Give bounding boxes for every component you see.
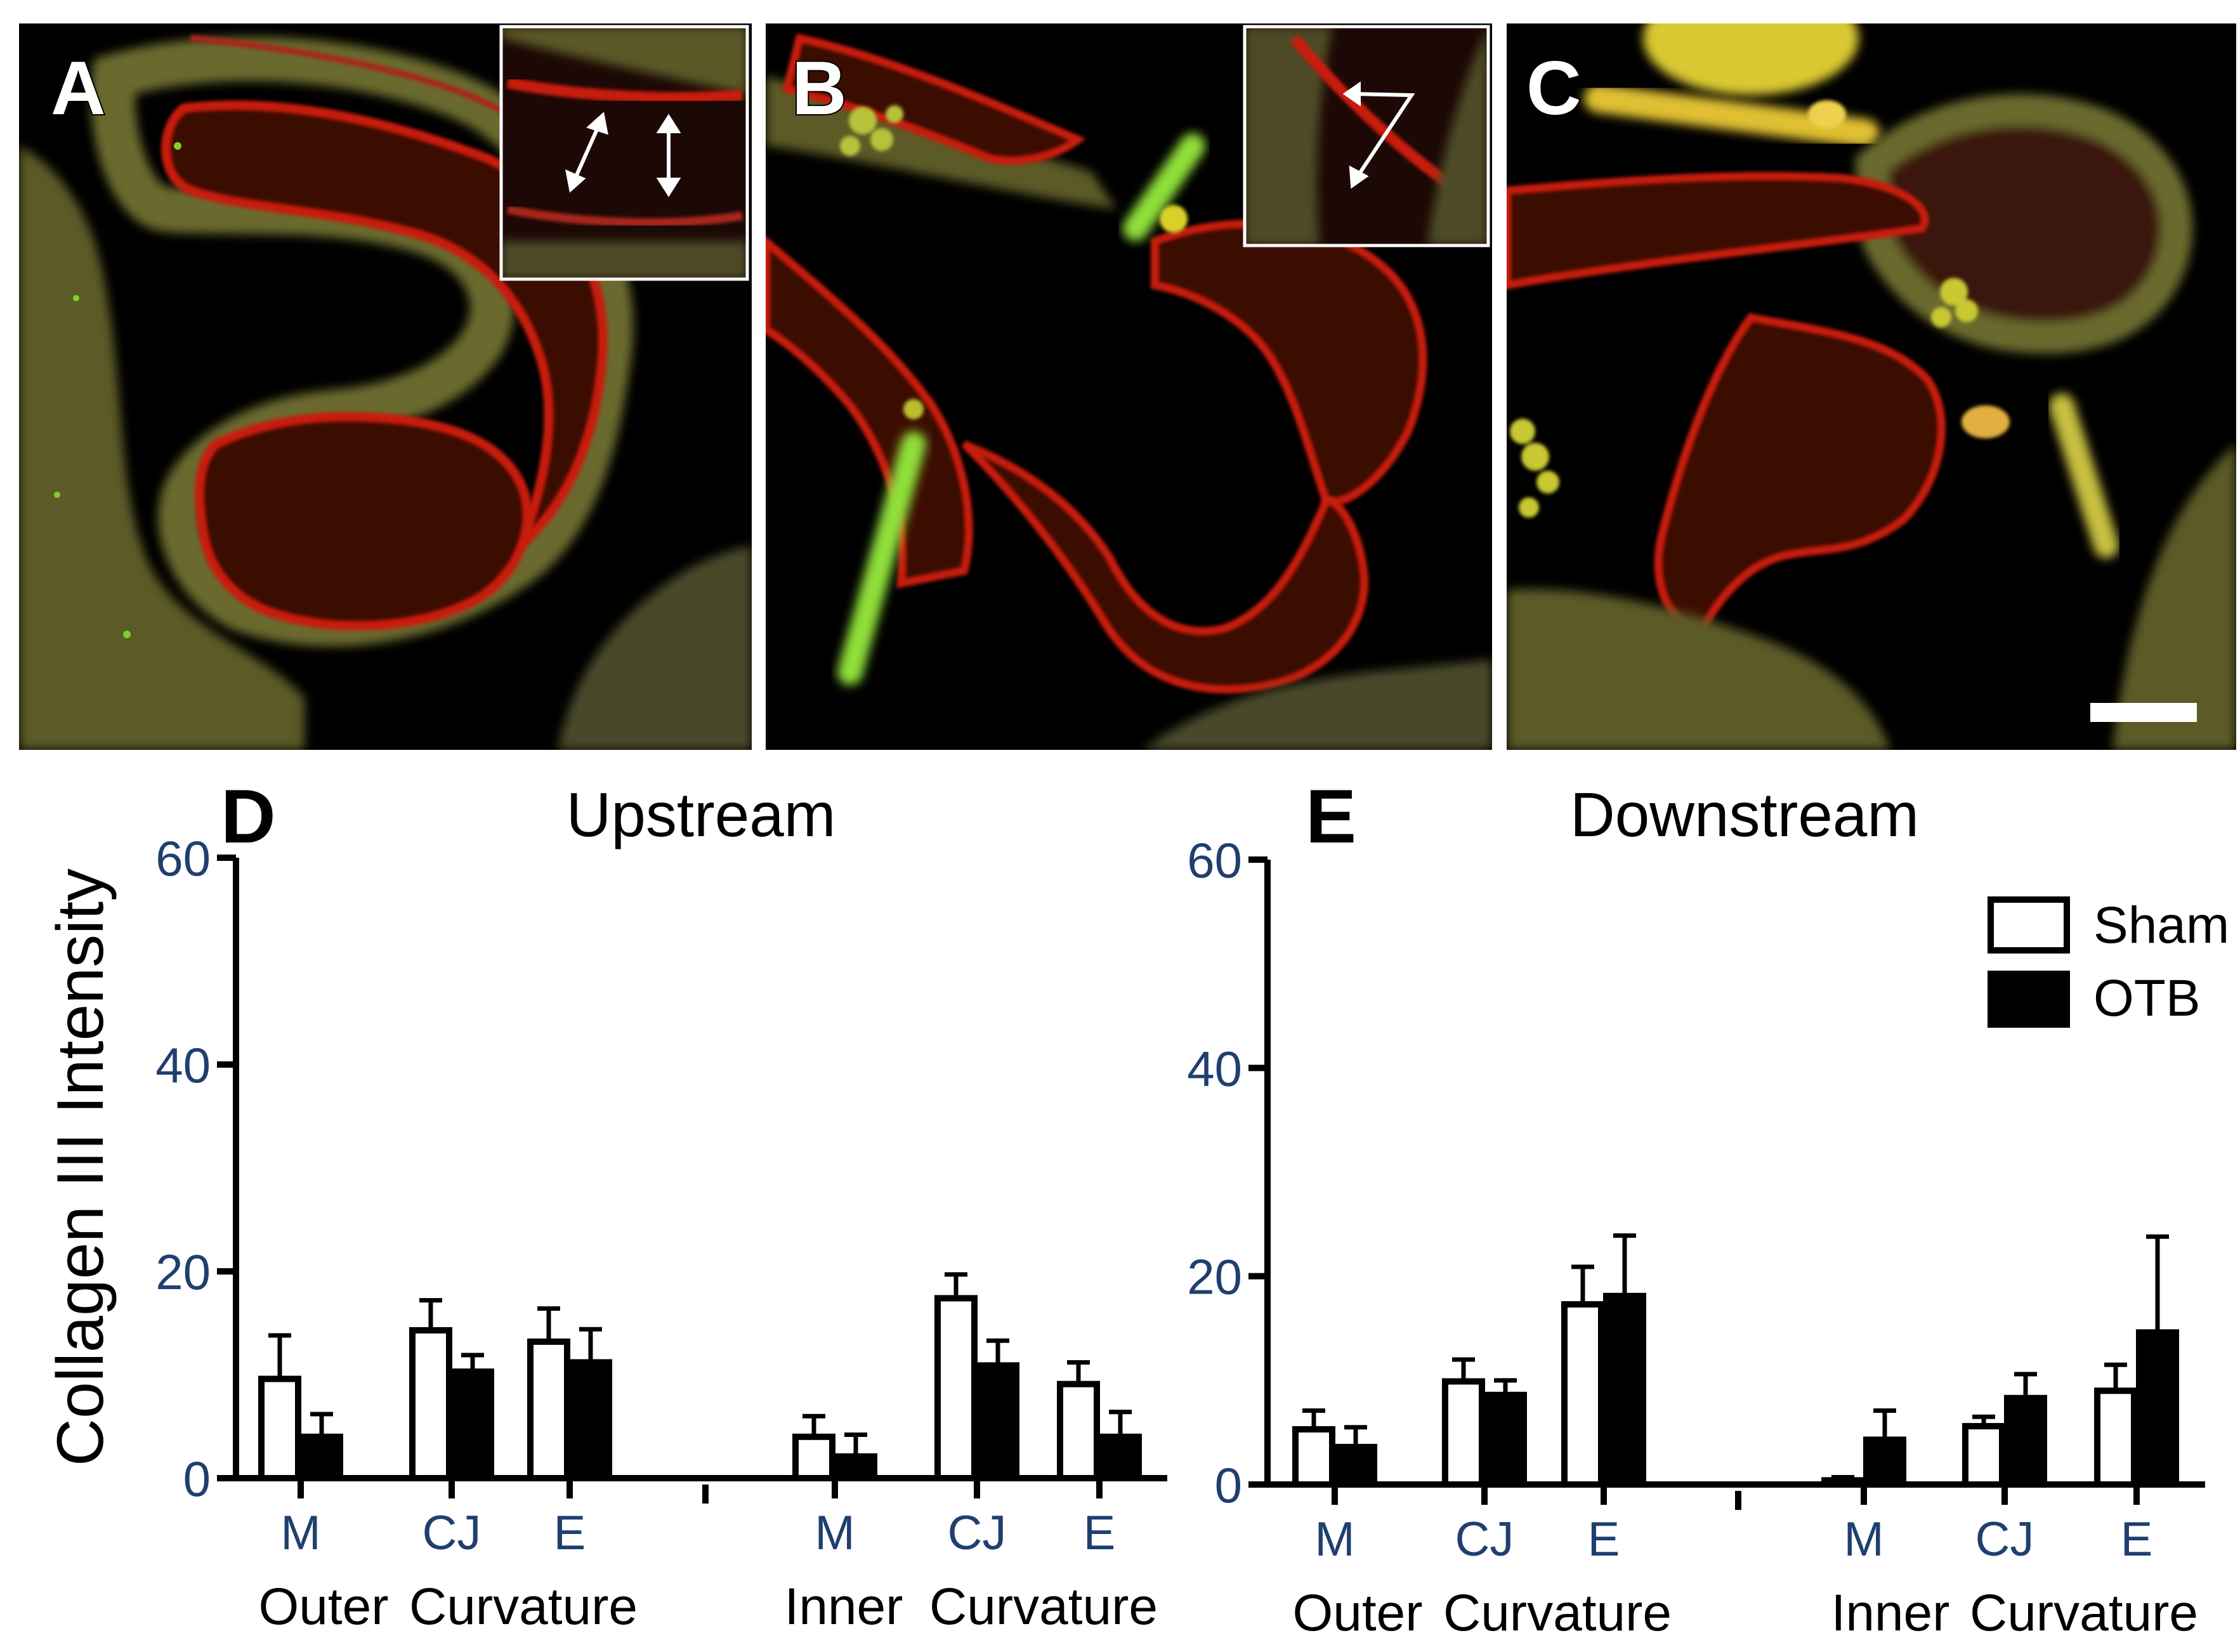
y-tick-label: 0 <box>183 1451 211 1507</box>
bar-sham <box>527 1338 570 1482</box>
panel-b-bottom-leaflet <box>961 440 1369 693</box>
bar-otb <box>1484 1391 1527 1488</box>
group-label: Inner <box>785 1578 903 1636</box>
x-tick-label: M <box>1844 1512 1883 1566</box>
bar-otb <box>1099 1433 1142 1482</box>
bar-sham <box>1057 1380 1100 1481</box>
bar-sham <box>1962 1423 2005 1488</box>
angled-arrow-icon <box>1342 81 1415 189</box>
x-tick-label: CJ <box>1975 1512 2034 1566</box>
x-tick-label: CJ <box>1455 1512 1514 1566</box>
micrograph-panel-b: B <box>766 23 1492 750</box>
y-tick-label: 40 <box>1187 1040 1242 1096</box>
x-tick-label: E <box>2121 1512 2153 1566</box>
bar-sham <box>1292 1426 1335 1488</box>
bar-sham <box>1821 1477 1864 1488</box>
legend-swatch-otb <box>1988 971 2070 1028</box>
scale-bar <box>2090 703 2197 722</box>
y-tick-label: 20 <box>155 1244 211 1300</box>
bar-otb <box>976 1362 1019 1482</box>
panel-letter-d: D <box>221 774 276 859</box>
chart-title-e: Downstream <box>1570 780 1919 849</box>
panel-a-inset <box>499 25 749 281</box>
bar-otb <box>834 1453 877 1482</box>
group-label: Curvature <box>1443 1584 1672 1642</box>
bar-otb <box>2004 1394 2047 1488</box>
bar-otb <box>1863 1436 1906 1488</box>
panel-a-lower-leaflet <box>195 412 532 631</box>
x-tick-label: M <box>280 1506 320 1560</box>
bar-otb <box>451 1368 494 1482</box>
panel-b-suture-upper <box>1123 133 1205 241</box>
x-tick-label: E <box>554 1506 586 1560</box>
bar-sham <box>934 1295 978 1481</box>
panel-b-inset <box>1243 25 1490 247</box>
y-tick-label: 20 <box>1187 1249 1242 1305</box>
bar-sham <box>1442 1378 1485 1488</box>
x-tick-label: M <box>815 1506 855 1560</box>
bar-otb <box>1603 1292 1646 1488</box>
bar-otb <box>569 1359 612 1481</box>
bar-otb <box>300 1433 343 1482</box>
panel-c-yellow-blob <box>1643 23 1859 95</box>
micrograph-panel-c: C <box>1507 23 2236 750</box>
group-label: Outer <box>258 1578 388 1636</box>
legend-swatch-sham <box>1988 896 2070 954</box>
panel-b-left-leaflet <box>766 236 973 589</box>
legend-label-sham: Sham <box>2093 896 2229 954</box>
y-tick-label: 60 <box>155 830 211 886</box>
bar-otb <box>1334 1443 1377 1488</box>
group-label: Outer <box>1292 1584 1422 1642</box>
bar-sham <box>2094 1387 2137 1488</box>
panel-letter-b: B <box>792 46 847 131</box>
panel-letter-e: E <box>1306 774 1356 859</box>
panel-c-upper-leaflet <box>1507 172 1929 290</box>
panel-b-inset-border <box>1243 25 1490 247</box>
panel-a-upper-leaflet <box>161 100 608 549</box>
panel-letter-c: C <box>1526 46 1582 131</box>
bar-sham <box>258 1375 301 1482</box>
y-axis-label: Collagen III Intensity <box>44 869 117 1466</box>
group-label: Curvature <box>929 1578 1158 1636</box>
group-label: Curvature <box>409 1578 638 1636</box>
x-tick-label: CJ <box>948 1506 1007 1560</box>
bar-otb <box>2136 1329 2179 1488</box>
bar-sham <box>1561 1301 1604 1488</box>
legend-label-otb: OTB <box>2093 969 2201 1027</box>
double-arrow-icon <box>565 112 608 193</box>
x-tick-label: CJ <box>422 1506 481 1560</box>
bar-sham <box>792 1433 835 1482</box>
panel-a-olive-tissue <box>19 146 305 750</box>
panel-letter-a: A <box>51 46 106 131</box>
chart-panel-e: E Downstream 0 20 40 60 M CJ E M CJ E Outer Curvat… <box>1187 774 2205 1642</box>
x-tick-label: E <box>1588 1512 1620 1566</box>
chart-panel-d: D Upstream 0 20 40 60 M CJ E M CJ E Outer Curvatur… <box>155 774 1167 1636</box>
group-label: Curvature <box>1970 1584 2198 1642</box>
panel-b-suture-lower <box>837 431 926 685</box>
y-tick-label: 0 <box>1215 1457 1242 1513</box>
panel-a-lower-right-tissue <box>558 546 752 750</box>
double-arrow-icon <box>656 114 681 197</box>
bar-sham <box>409 1327 452 1481</box>
micrograph-panel-a: A <box>19 23 752 750</box>
group-label: Inner <box>1831 1584 1950 1642</box>
legend: Sham OTB <box>1988 896 2229 1028</box>
y-tick-label: 40 <box>155 1037 211 1093</box>
panel-a-inset-border <box>499 25 749 281</box>
panel-c-center-leaflet <box>1654 313 1946 639</box>
x-tick-label: E <box>1084 1506 1116 1560</box>
x-tick-label: M <box>1314 1512 1354 1566</box>
y-tick-label: 60 <box>1187 832 1242 888</box>
chart-title-d: Upstream <box>567 780 836 849</box>
